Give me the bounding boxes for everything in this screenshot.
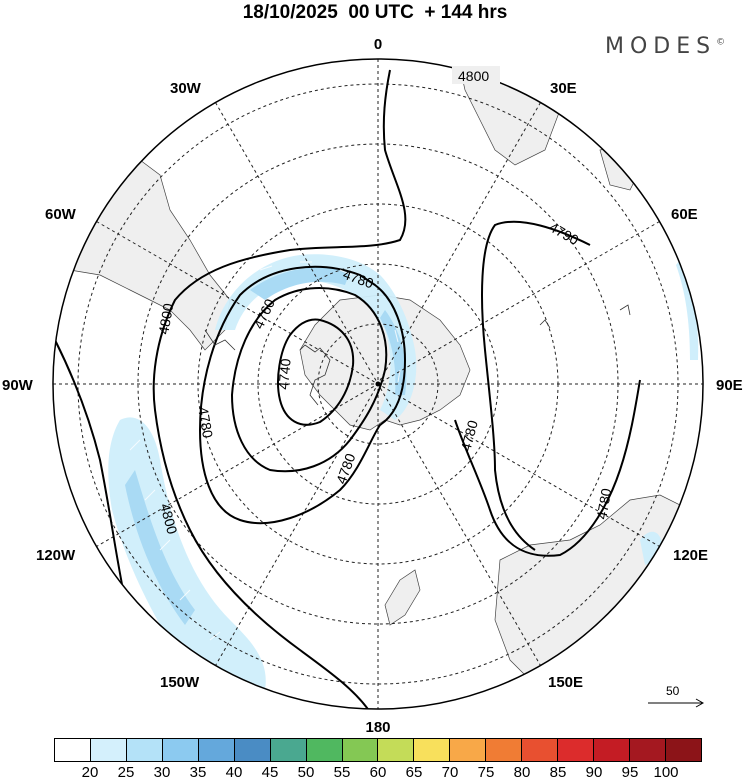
jet-shading-north xyxy=(215,254,417,420)
contour-label: 4800 xyxy=(458,68,489,84)
colorbar-swatch xyxy=(270,739,307,761)
colorbar-swatch xyxy=(126,739,163,761)
vector-scale-label: 50 xyxy=(666,684,680,698)
colorbar-tick-label: 100 xyxy=(653,764,679,781)
lon-label-90w: 90W xyxy=(2,377,34,394)
map-boundary xyxy=(52,58,704,710)
longitude-labels: 0 180 90W 90E 30W 30E 60W 60E 120W 120E … xyxy=(2,36,743,736)
contour-label: 4740 xyxy=(275,358,294,391)
colorbar-swatch xyxy=(630,739,666,761)
lon-label-60w: 60W xyxy=(45,206,77,223)
colorbar-swatch xyxy=(450,739,487,761)
lon-label-120e: 120E xyxy=(673,547,708,564)
wind-vectors xyxy=(129,261,401,641)
lon-label-30w: 30W xyxy=(170,80,202,97)
colorbar-swatch xyxy=(522,739,559,761)
modes-logo: MODES© xyxy=(605,34,725,59)
lon-label-120w: 120W xyxy=(36,547,76,564)
colorbar-swatch xyxy=(486,739,523,761)
colorbar-tick-label: 30 xyxy=(153,764,171,781)
colorbar-tick-label: 25 xyxy=(117,764,135,781)
colorbar-swatch xyxy=(90,739,127,761)
colorbar-swatch xyxy=(55,739,91,761)
new-zealand-land xyxy=(384,569,421,626)
wind-shading xyxy=(108,254,699,693)
contour-4800-west-edge xyxy=(54,339,126,601)
vector-scale-arrow xyxy=(648,698,705,708)
south-pole-dot xyxy=(375,381,381,387)
contour-4760 xyxy=(230,287,388,473)
map-title: 18/10/2025 00 UTC + 144 hrs xyxy=(242,2,508,23)
colorbar-tick-label: 60 xyxy=(369,764,387,781)
colorbar-swatch xyxy=(162,739,199,761)
lon-label-30e: 30E xyxy=(550,80,577,97)
colorbar-tick-label: 80 xyxy=(513,764,531,781)
contour-label: 4780 xyxy=(593,487,614,521)
jet-core-southwest xyxy=(125,470,195,625)
colorbar-swatch xyxy=(198,739,235,761)
lon-label-150e: 150E xyxy=(548,674,583,691)
contour-4780-outer xyxy=(198,265,407,525)
wind-speed-colorbar xyxy=(54,738,702,762)
colorbar-tick-label: 45 xyxy=(261,764,279,781)
contour-4780-east xyxy=(454,379,641,557)
colorbar-tick-label: 20 xyxy=(81,764,99,781)
copyright-mark: © xyxy=(716,37,726,48)
colorbar-tick-label: 65 xyxy=(405,764,423,781)
colorbar-swatch xyxy=(342,739,379,761)
contour-label: 4800 xyxy=(155,302,176,336)
colorbar-tick-label: 95 xyxy=(621,764,639,781)
colorbar-ticks: 20 25 30 35 40 45 50 55 60 65 70 75 80 85 90 95 100 xyxy=(0,764,750,782)
jet-core-north xyxy=(250,267,350,300)
contour-4800-outer xyxy=(152,69,407,709)
lon-label-180: 180 xyxy=(365,719,390,736)
colorbar-tick-label: 90 xyxy=(585,764,603,781)
brand-text: MODES xyxy=(605,34,717,59)
colorbar-tick-label: 75 xyxy=(477,764,495,781)
colorbar-swatch xyxy=(665,739,701,761)
colorbar-swatch xyxy=(378,739,415,761)
colorbar-swatch xyxy=(594,739,630,761)
colorbar-tick-label: 50 xyxy=(297,764,315,781)
colorbar-tick-label: 85 xyxy=(549,764,567,781)
height-contours xyxy=(54,69,641,709)
colorbar-swatch xyxy=(558,739,595,761)
colorbar-tick-label: 70 xyxy=(441,764,459,781)
lon-label-0: 0 xyxy=(374,36,382,53)
colorbar-swatch xyxy=(306,739,343,761)
contour-label: 4800 xyxy=(157,502,181,536)
contour-label: 4780 xyxy=(457,418,481,452)
contour-4790 xyxy=(481,220,591,551)
coastlines xyxy=(204,304,631,406)
contour-4740 xyxy=(277,318,355,426)
lon-label-90e: 90E xyxy=(716,377,743,394)
colorbar-tick-label: 40 xyxy=(225,764,243,781)
colorbar-swatch xyxy=(234,739,271,761)
contour-label: 4780 xyxy=(195,406,216,440)
jet-shading-southwest xyxy=(108,417,266,693)
lon-label-60e: 60E xyxy=(671,206,698,223)
colorbar-tick-label: 35 xyxy=(189,764,207,781)
colorbar-tick-label: 55 xyxy=(333,764,351,781)
lon-label-150w: 150W xyxy=(160,674,200,691)
shading-east-edge xyxy=(676,260,699,360)
colorbar-swatch xyxy=(414,739,451,761)
